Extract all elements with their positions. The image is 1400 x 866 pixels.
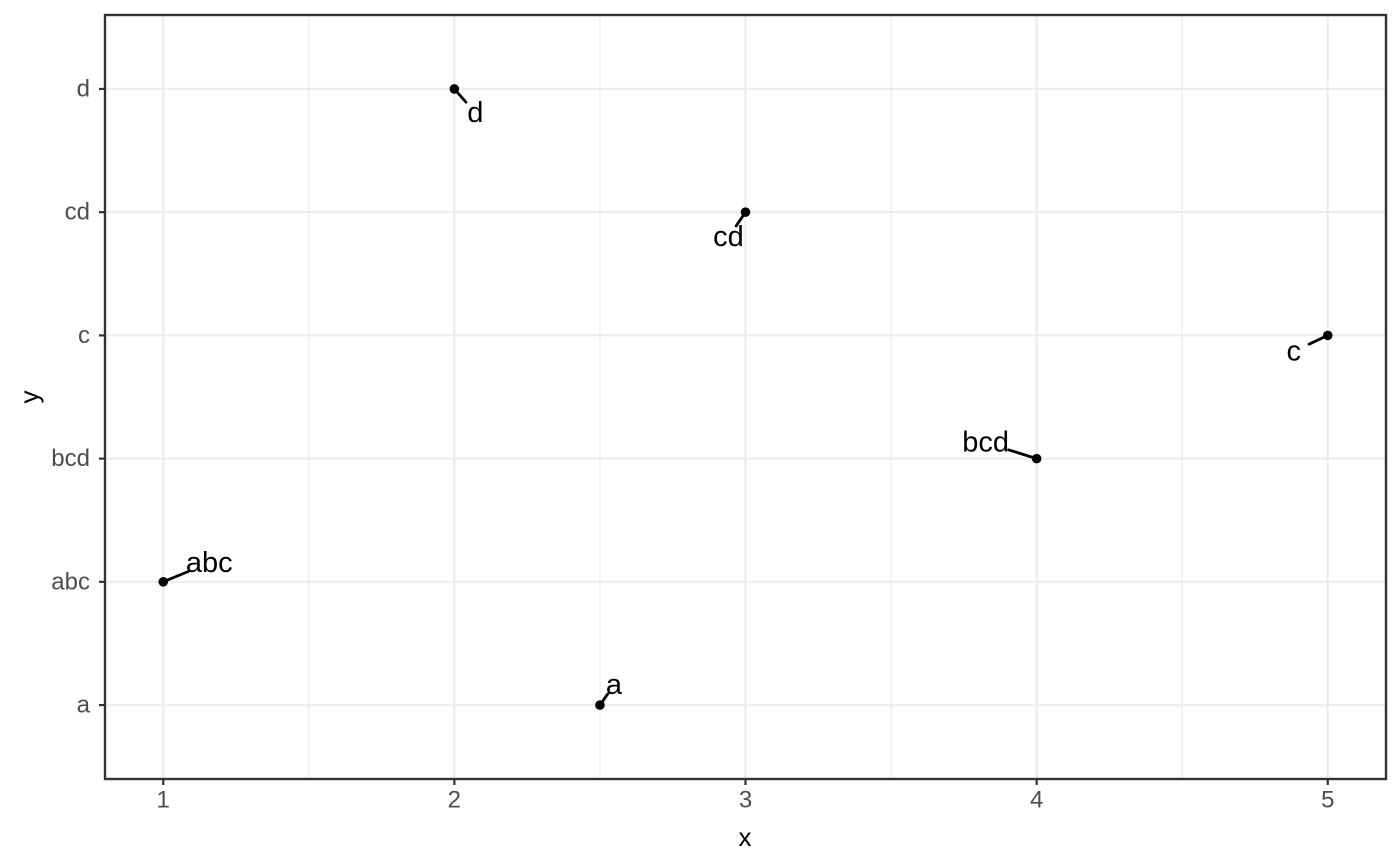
data-point [1031,453,1042,464]
point-label: cd [713,221,744,253]
point-label: c [1287,335,1302,367]
y-tick-label: a [77,692,91,719]
y-axis-title: y [14,390,44,404]
y-tick-label: c [78,322,90,349]
x-tick-label: 1 [157,787,170,814]
x-tick-label: 4 [1030,787,1043,814]
point-label: abc [186,547,233,579]
y-tick-label: d [77,75,90,102]
point-label: d [467,97,483,129]
data-point [740,207,751,217]
label-segment [1007,448,1039,461]
data-point [449,84,460,94]
point-label: bcd [962,427,1009,459]
data-point [595,700,605,710]
point-label: a [606,669,623,701]
y-tick-label: bcd [51,445,90,472]
data-point [158,577,169,587]
y-tick-label: cd [65,199,90,226]
y-tick-label: abc [51,568,90,595]
x-axis-title: x [738,822,752,852]
x-tick-label: 2 [448,787,461,814]
x-tick-label: 5 [1321,787,1334,814]
data-point [1322,330,1333,341]
x-tick-label: 3 [739,787,752,814]
